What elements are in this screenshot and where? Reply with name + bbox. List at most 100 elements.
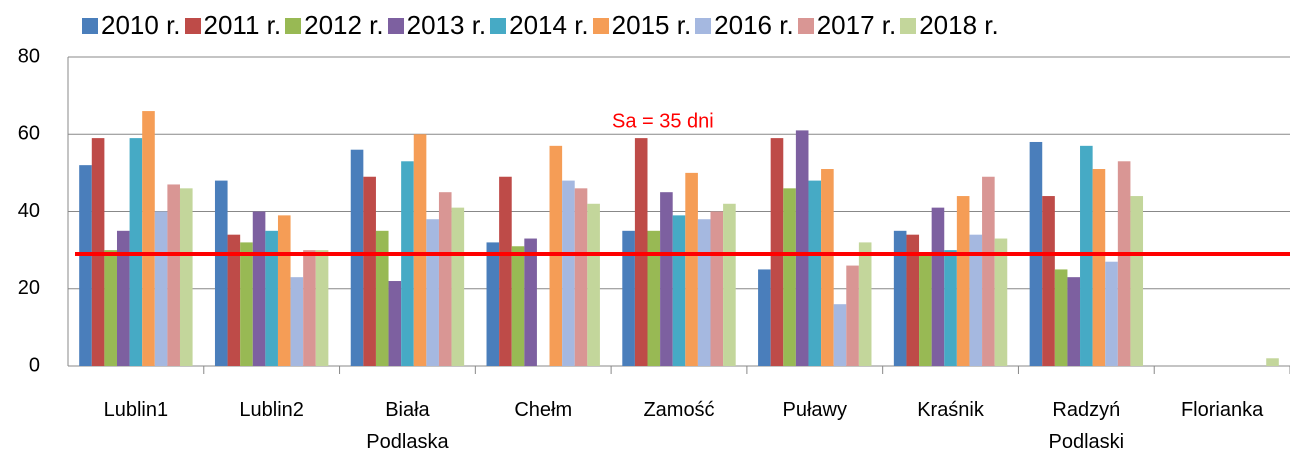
y-tick-label: 0 xyxy=(29,354,40,376)
bar xyxy=(451,207,465,366)
bar xyxy=(660,192,673,366)
legend-item: 2011 r. xyxy=(184,10,282,41)
bar xyxy=(524,238,537,366)
bar xyxy=(511,246,525,366)
x-tick-label: Lublin1 xyxy=(103,399,169,421)
bar xyxy=(363,176,376,366)
legend: 2010 r. 2011 r. 2012 r. 2013 r. 2014 r. 2015 … xyxy=(82,10,999,41)
bar xyxy=(622,230,635,366)
bar xyxy=(758,269,771,366)
bar xyxy=(672,215,686,366)
bar xyxy=(1092,169,1106,366)
bar xyxy=(116,230,130,366)
legend-swatch xyxy=(797,17,814,34)
legend-swatch xyxy=(184,17,201,34)
legend-item: 2018 r. xyxy=(900,10,999,41)
legend-label: 2016 r. xyxy=(714,10,794,40)
bar xyxy=(154,211,168,366)
bar xyxy=(1266,358,1279,366)
bar xyxy=(562,180,575,366)
legend-swatch xyxy=(82,17,98,34)
legend-item: 2017 r. xyxy=(797,10,896,41)
legend-swatch xyxy=(592,17,609,34)
y-tick-label: 80 xyxy=(18,45,40,67)
bar xyxy=(956,196,970,366)
bar xyxy=(723,203,736,366)
bar xyxy=(499,176,512,366)
legend-item: 2014 r. xyxy=(490,10,589,41)
bar xyxy=(401,161,414,366)
legend-label: 2012 r. xyxy=(304,10,384,40)
legend-swatch xyxy=(387,17,404,34)
bar xyxy=(821,169,834,366)
bar xyxy=(227,234,241,366)
bar xyxy=(710,211,724,366)
bar xyxy=(893,230,907,366)
y-tick-label: 40 xyxy=(18,200,40,222)
bar xyxy=(587,203,600,366)
x-tick-label: Kraśnik xyxy=(917,399,984,421)
legend-item: 2010 r. xyxy=(82,10,181,41)
bar xyxy=(265,230,278,366)
bar xyxy=(179,188,193,366)
y-tick-label: 20 xyxy=(18,277,40,299)
legend-swatch xyxy=(695,17,712,34)
legend-label: 2018 r. xyxy=(919,10,999,40)
x-tick-label: Zamość xyxy=(643,399,715,421)
bar xyxy=(1105,261,1118,366)
bar xyxy=(931,207,945,366)
legend-swatch xyxy=(490,17,507,34)
x-tick-label: Biała Podlaska xyxy=(366,399,449,453)
bar xyxy=(315,250,329,366)
bar xyxy=(1130,196,1144,366)
bar xyxy=(697,219,711,366)
x-tick-label: Puławy xyxy=(782,399,847,421)
x-tick-label: Radzyń Podlaski xyxy=(1048,399,1125,453)
bar xyxy=(994,238,1008,366)
bar xyxy=(167,184,180,366)
legend-item: 2013 r. xyxy=(387,10,487,41)
bar xyxy=(79,165,92,366)
x-tick-label: Chełm xyxy=(514,399,573,421)
bar xyxy=(252,211,266,366)
bar xyxy=(906,234,920,366)
bar xyxy=(783,188,796,366)
legend-item: 2016 r. xyxy=(695,10,794,41)
legend-label: 2013 r. xyxy=(406,10,487,40)
bar xyxy=(1042,196,1055,366)
bar xyxy=(858,242,872,366)
bar xyxy=(919,253,932,366)
bar xyxy=(142,111,155,366)
bar xyxy=(574,188,588,366)
legend-item: 2015 r. xyxy=(592,10,692,41)
bar xyxy=(277,215,291,366)
bar xyxy=(350,149,364,366)
bar xyxy=(1067,277,1081,366)
bar xyxy=(388,281,402,366)
bar xyxy=(982,176,995,366)
bar xyxy=(1054,269,1068,366)
x-tick-label: Lublin2 xyxy=(239,399,304,421)
bar xyxy=(846,265,859,366)
bar xyxy=(375,230,389,366)
legend-label: 2015 r. xyxy=(611,10,692,40)
bar xyxy=(833,304,847,366)
bar xyxy=(944,250,957,366)
bar xyxy=(290,277,304,366)
y-tick-label: 60 xyxy=(18,123,40,145)
bar xyxy=(647,230,661,366)
bar xyxy=(1117,161,1131,366)
legend-label: 2011 r. xyxy=(203,10,282,40)
legend-label: 2014 r. xyxy=(509,10,589,40)
bar xyxy=(969,234,983,366)
bar xyxy=(486,242,500,366)
bar xyxy=(214,180,228,366)
x-tick-label: Florianka xyxy=(1180,399,1264,421)
bar xyxy=(685,172,698,366)
bar xyxy=(303,250,316,366)
bar xyxy=(438,192,452,366)
bar xyxy=(426,219,439,366)
bar xyxy=(240,242,253,366)
